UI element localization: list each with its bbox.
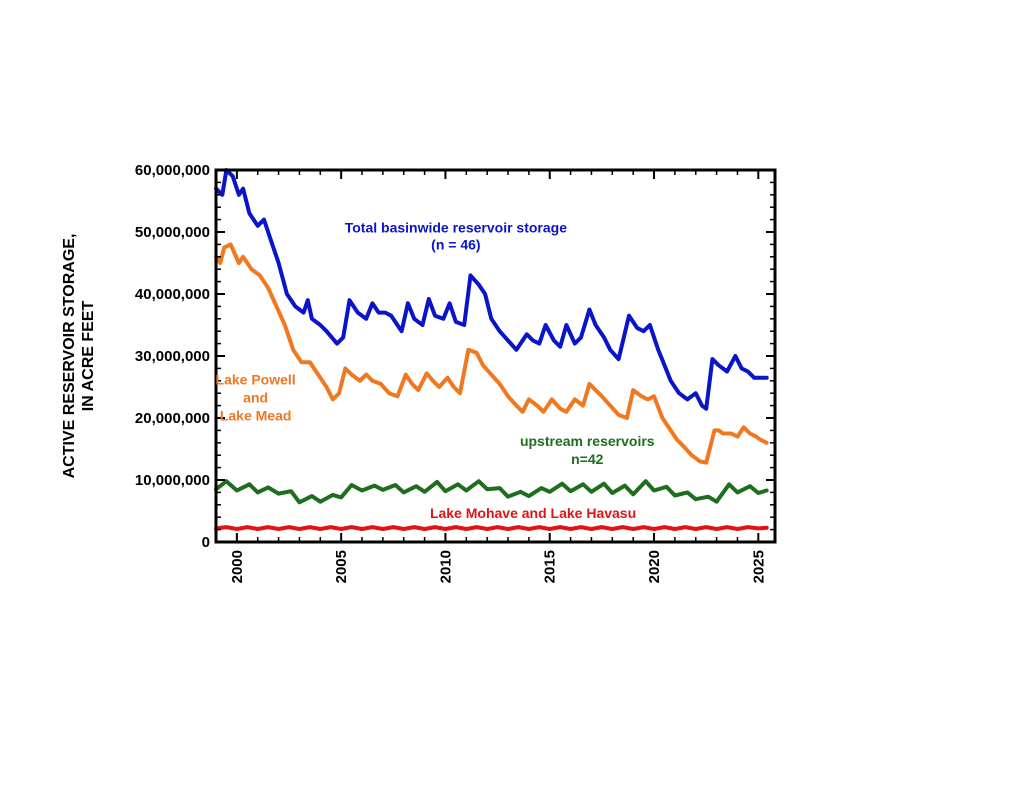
y-tick-label: 20,000,000 bbox=[135, 410, 210, 427]
y-axis-title-line2: IN ACRE FEET bbox=[80, 301, 97, 412]
annotation-mohave-havasu: Lake Mohave and Lake Havasu bbox=[430, 505, 636, 521]
annotation-total: Total basinwide reservoir storage bbox=[345, 220, 567, 236]
y-tick-label: 50,000,000 bbox=[135, 224, 210, 241]
annotation-powell-mead: and bbox=[243, 390, 268, 406]
annotations-layer: Total basinwide reservoir storage(n = 46… bbox=[216, 220, 655, 521]
series-layer bbox=[214, 168, 769, 531]
annotation-powell-mead: Lake Powell bbox=[216, 372, 296, 388]
series-line-upstream bbox=[214, 479, 769, 505]
series-line-mohave_havasu bbox=[214, 525, 769, 531]
x-tick-label: 2010 bbox=[437, 550, 454, 583]
annotation-total: (n = 46) bbox=[431, 237, 480, 253]
x-tick-label: 2020 bbox=[646, 550, 663, 583]
series-line-powell_mead bbox=[214, 242, 769, 465]
annotation-powell-mead: Lake Mead bbox=[220, 408, 292, 424]
y-tick-label: 0 bbox=[202, 534, 210, 551]
x-tick-label: 2000 bbox=[229, 550, 246, 583]
ticks-layer: 0 10,000,000 20,000,000 30,000,000 40,000,00… bbox=[135, 162, 775, 583]
annotation-upstream: upstream reservoirs bbox=[520, 433, 655, 449]
y-axis-title-line1: ACTIVE RESERVOIR STORAGE, bbox=[61, 234, 78, 479]
series-line-total bbox=[214, 168, 769, 411]
x-tick-label: 2025 bbox=[750, 550, 767, 583]
y-tick-label: 30,000,000 bbox=[135, 348, 210, 365]
x-tick-label: 2005 bbox=[333, 550, 350, 583]
y-tick-label: 10,000,000 bbox=[135, 472, 210, 489]
x-tick-label: 2015 bbox=[542, 550, 559, 583]
y-tick-label: 60,000,000 bbox=[135, 162, 210, 179]
y-tick-label: 40,000,000 bbox=[135, 286, 210, 303]
annotation-upstream: n=42 bbox=[571, 451, 604, 467]
